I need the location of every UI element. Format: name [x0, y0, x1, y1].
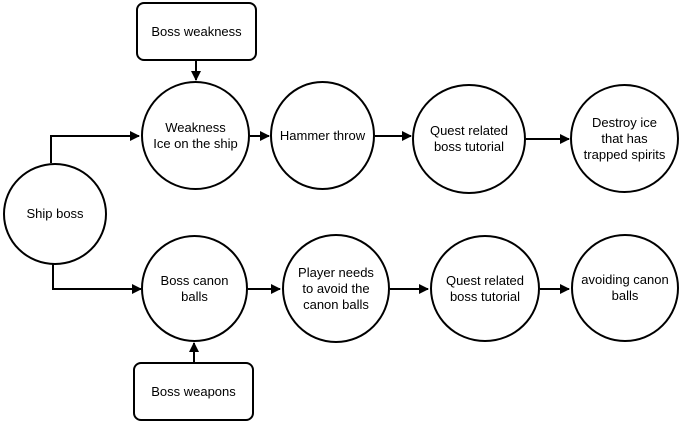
node-ship-boss: Ship boss — [3, 163, 107, 265]
edge-ship-boss-to-boss-canon-balls — [52, 263, 142, 294]
node-boss-weapons: Boss weapons — [133, 362, 254, 421]
node-boss-weakness: Boss weakness — [136, 2, 257, 61]
node-hammer-throw: Hammer throw — [270, 81, 375, 190]
node-boss-canon-balls: Boss canon balls — [141, 235, 248, 342]
node-player-needs-to-avoid: Player needs to avoid the canon balls — [282, 234, 390, 343]
node-avoiding-canon-balls: avoiding canon balls — [571, 234, 679, 342]
node-weakness-ice: Weakness Ice on the ship — [141, 81, 250, 190]
edge-ship-boss-to-weakness-ice — [50, 131, 140, 163]
node-destroy-ice: Destroy ice that has trapped spirits — [570, 84, 679, 193]
node-quest-related-boss-tutorial-top: Quest related boss tutorial — [412, 84, 526, 194]
node-quest-related-boss-tutorial-bottom: Quest related boss tutorial — [430, 235, 540, 342]
